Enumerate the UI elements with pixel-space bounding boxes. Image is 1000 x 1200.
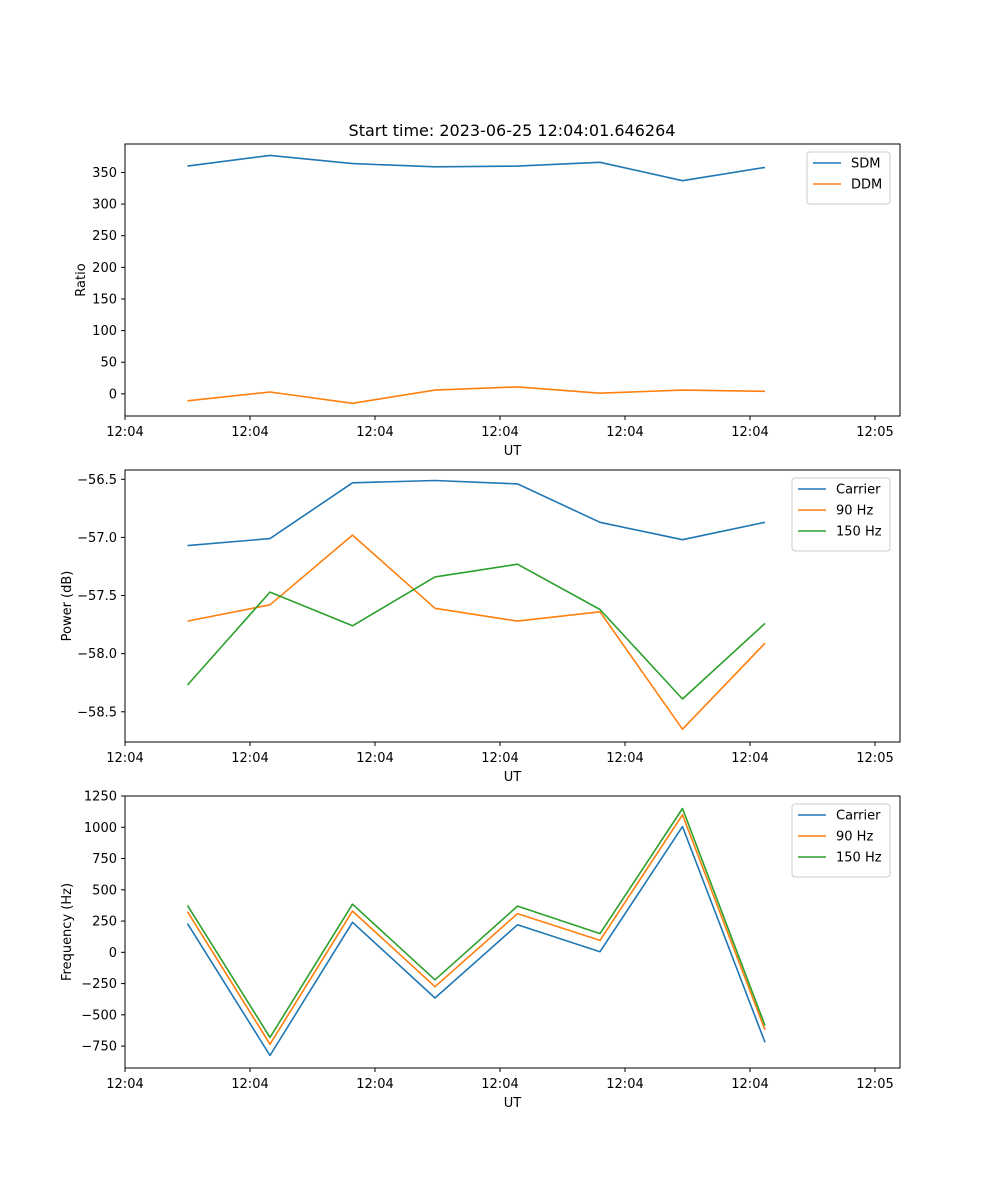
y-axis-label: Frequency (Hz) (60, 883, 75, 981)
x-tick-label: 12:04 (731, 751, 768, 766)
legend-entry: Carrier (836, 483, 881, 498)
x-tick-label: 12:04 (606, 425, 643, 440)
series-line-90-hz (186, 813, 766, 1045)
y-tick-label: −500 (81, 1008, 117, 1023)
x-tick-label: 12:04 (106, 425, 143, 440)
plot-frame (124, 143, 901, 417)
y-tick-label: −58.0 (77, 647, 117, 662)
x-tick-label: 12:04 (231, 425, 268, 440)
series-line-150-hz (186, 807, 766, 1039)
series-line-90-hz (187, 534, 766, 731)
series-line-150-hz (186, 563, 766, 700)
y-tick-label: 200 (92, 261, 117, 276)
y-tick-label: 750 (92, 852, 117, 867)
x-tick-label: 12:05 (856, 425, 893, 440)
x-tick-label: 12:04 (481, 425, 518, 440)
y-tick-label: −56.5 (77, 473, 117, 488)
plot-frame (124, 469, 901, 743)
y-tick-label: 300 (92, 198, 117, 213)
y-tick-label: −58.5 (77, 705, 117, 720)
y-tick-label: 1250 (84, 790, 117, 805)
x-tick-label: 12:04 (106, 1077, 143, 1092)
plot-frame (124, 795, 901, 1069)
series-line-sdm (187, 154, 766, 182)
x-axis-label: UT (504, 1096, 522, 1111)
y-tick-label: 0 (109, 946, 117, 961)
legend: SDM DDM (806, 151, 891, 205)
x-tick-label: 12:04 (356, 751, 393, 766)
x-axis-label: UT (504, 770, 522, 785)
legend-entry: 150 Hz (836, 525, 882, 540)
y-axis-label: Ratio (74, 263, 89, 296)
x-tick-label: 12:05 (856, 751, 893, 766)
x-tick-label: 12:04 (606, 1077, 643, 1092)
legend-box (791, 477, 891, 552)
y-tick-label: −57.0 (77, 531, 117, 546)
legend-entry: 150 Hz (836, 851, 882, 866)
chart-panel-2: −58.5 −58.0 −57.5 −57.0 −56.5 12:04 12:04 12:04… (60, 469, 901, 785)
x-tick-label: 12:04 (356, 1077, 393, 1092)
y-tick-label: −57.5 (77, 589, 117, 604)
legend-entry: SDM (851, 157, 880, 172)
y-tick-label: −250 (81, 977, 117, 992)
legend: Carrier 90 Hz 150 Hz (791, 477, 891, 552)
series-line-ddm (187, 386, 766, 405)
chart-panels: 0 50 100 150 200 250 300 350 12:04 12:04 12:04 12:0… (60, 143, 901, 1111)
legend-entry: 90 Hz (836, 504, 873, 519)
y-tick-label: 250 (92, 229, 117, 244)
legend-box (806, 151, 891, 205)
legend-entry: 90 Hz (836, 830, 873, 845)
legend: Carrier 90 Hz 150 Hz (791, 803, 891, 878)
chart-panel-1: 0 50 100 150 200 250 300 350 12:04 12:04 12:04 12:0… (74, 143, 901, 459)
y-tick-label: 100 (92, 324, 117, 339)
x-tick-label: 12:05 (856, 1077, 893, 1092)
y-tick-label: −750 (81, 1040, 117, 1055)
legend-entry: DDM (851, 178, 882, 193)
legend-box (791, 803, 891, 878)
y-tick-label: 250 (92, 915, 117, 930)
x-tick-label: 12:04 (356, 425, 393, 440)
legend-entry: Carrier (836, 809, 881, 824)
x-tick-label: 12:04 (106, 751, 143, 766)
y-tick-label: 500 (92, 883, 117, 898)
x-tick-label: 12:04 (481, 751, 518, 766)
y-tick-label: 350 (92, 166, 117, 181)
figure-title: Start time: 2023-06-25 12:04:01.646264 (349, 121, 676, 140)
x-tick-label: 12:04 (481, 1077, 518, 1092)
y-tick-label: 50 (100, 356, 117, 371)
chart-panel-3: −750 −500 −250 0 250 500 750 1000 1250 12:04 12:04… (60, 790, 901, 1111)
x-tick-label: 12:04 (731, 425, 768, 440)
x-tick-label: 12:04 (731, 1077, 768, 1092)
x-tick-label: 12:04 (231, 1077, 268, 1092)
x-tick-label: 12:04 (231, 751, 268, 766)
x-axis-label: UT (504, 444, 522, 459)
y-tick-label: 0 (109, 387, 117, 402)
series-line-carrier (187, 479, 766, 547)
y-tick-label: 150 (92, 292, 117, 307)
series-line-carrier (186, 825, 766, 1057)
y-tick-label: 1000 (84, 821, 117, 836)
y-axis-label: Power (dB) (60, 571, 75, 642)
x-tick-label: 12:04 (606, 751, 643, 766)
